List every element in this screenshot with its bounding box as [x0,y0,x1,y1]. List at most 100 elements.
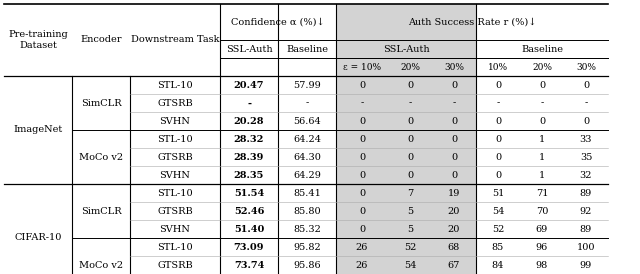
Text: 20.47: 20.47 [234,81,264,90]
Text: 0: 0 [583,81,589,90]
Text: 89: 89 [580,189,592,198]
Text: Baseline: Baseline [286,44,328,53]
Text: 95.86: 95.86 [293,261,321,270]
Text: SVHN: SVHN [159,116,191,125]
Text: 70: 70 [536,207,548,215]
Text: STL-10: STL-10 [157,81,193,90]
Text: 1: 1 [539,135,545,144]
Text: 20%: 20% [400,62,420,72]
Text: 85.32: 85.32 [293,224,321,233]
Text: 0: 0 [359,81,365,90]
Text: 89: 89 [580,224,592,233]
Text: 0: 0 [495,135,501,144]
Text: -: - [452,98,456,107]
Text: SimCLR: SimCLR [81,207,122,215]
Text: 0: 0 [359,189,365,198]
Text: 32: 32 [580,170,592,179]
Text: STL-10: STL-10 [157,135,193,144]
Text: 28.35: 28.35 [234,170,264,179]
Text: ImageNet: ImageNet [13,125,63,135]
Text: -: - [305,98,308,107]
Text: 100: 100 [577,242,595,252]
Text: 69: 69 [536,224,548,233]
Text: STL-10: STL-10 [157,242,193,252]
Text: 0: 0 [583,116,589,125]
Text: 85.80: 85.80 [293,207,321,215]
Text: 7: 7 [407,189,413,198]
Text: 33: 33 [580,135,592,144]
Text: SSL-Auth: SSL-Auth [383,44,429,53]
Text: 54: 54 [404,261,416,270]
Text: MoCo v2: MoCo v2 [79,261,123,270]
Text: 0: 0 [495,170,501,179]
Text: 5: 5 [407,207,413,215]
Text: 30%: 30% [576,62,596,72]
Text: 0: 0 [359,207,365,215]
Text: 0: 0 [451,81,457,90]
Text: MoCo v2: MoCo v2 [79,153,123,161]
Text: 0: 0 [495,81,501,90]
Text: 64.30: 64.30 [293,153,321,161]
Text: 0: 0 [495,153,501,161]
Text: SVHN: SVHN [159,224,191,233]
Text: 98: 98 [536,261,548,270]
Text: SSL-Auth: SSL-Auth [226,44,272,53]
Text: GTSRB: GTSRB [157,261,193,270]
Text: 28.32: 28.32 [234,135,264,144]
Text: 64.24: 64.24 [293,135,321,144]
Text: SVHN: SVHN [159,170,191,179]
Text: 0: 0 [359,135,365,144]
Text: 92: 92 [580,207,592,215]
Bar [336,4,476,274]
Text: 0: 0 [451,170,457,179]
Text: -: - [584,98,588,107]
Text: 52: 52 [404,242,416,252]
Text: 0: 0 [451,135,457,144]
Text: -: - [360,98,364,107]
Text: 1: 1 [539,153,545,161]
Text: -: - [497,98,500,107]
Text: GTSRB: GTSRB [157,207,193,215]
Text: 95.82: 95.82 [293,242,321,252]
Text: 20: 20 [448,207,460,215]
Text: 54: 54 [492,207,504,215]
Text: Confidence α (%)↓: Confidence α (%)↓ [231,18,325,27]
Text: 20: 20 [448,224,460,233]
Text: 1: 1 [539,170,545,179]
Text: Encoder: Encoder [80,36,122,44]
Text: ε = 10%: ε = 10% [343,62,381,72]
Text: 0: 0 [359,153,365,161]
Text: 10%: 10% [488,62,508,72]
Text: Downstream Task: Downstream Task [131,36,220,44]
Text: 84: 84 [492,261,504,270]
Text: 67: 67 [448,261,460,270]
Text: 0: 0 [451,116,457,125]
Text: 56.64: 56.64 [293,116,321,125]
Text: 19: 19 [448,189,460,198]
Text: 35: 35 [580,153,592,161]
Text: Baseline: Baseline [521,44,563,53]
Text: GTSRB: GTSRB [157,153,193,161]
Text: 52: 52 [492,224,504,233]
Text: 0: 0 [407,116,413,125]
Text: 26: 26 [356,261,368,270]
Text: 20%: 20% [532,62,552,72]
Text: 85.41: 85.41 [293,189,321,198]
Text: GTSRB: GTSRB [157,98,193,107]
Text: 96: 96 [536,242,548,252]
Text: 0: 0 [407,170,413,179]
Text: 52.46: 52.46 [234,207,264,215]
Text: -: - [408,98,412,107]
Text: 0: 0 [539,116,545,125]
Text: 28.39: 28.39 [234,153,264,161]
Text: 51: 51 [492,189,504,198]
Text: 26: 26 [356,242,368,252]
Text: 0: 0 [451,153,457,161]
Text: STL-10: STL-10 [157,189,193,198]
Text: Auth Success Rate r (%)↓: Auth Success Rate r (%)↓ [408,18,536,27]
Text: -: - [540,98,543,107]
Text: 0: 0 [407,135,413,144]
Text: 30%: 30% [444,62,464,72]
Text: 0: 0 [359,170,365,179]
Text: -: - [247,98,251,107]
